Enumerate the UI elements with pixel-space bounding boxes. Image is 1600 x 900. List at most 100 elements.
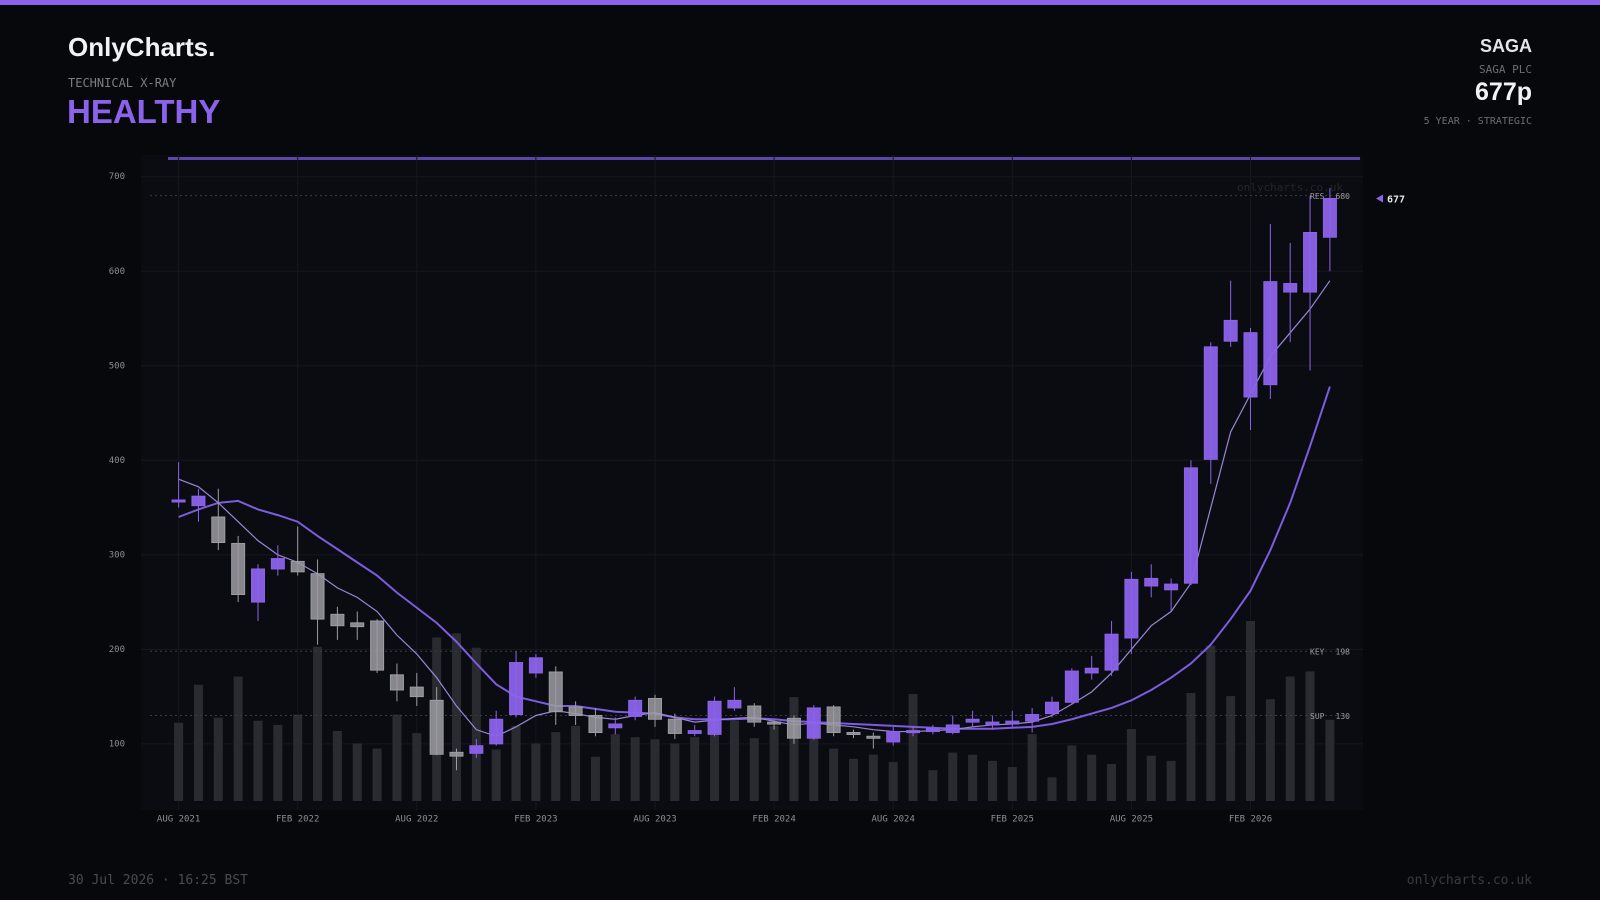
timestamp: 30 Jul 2026 · 16:25 BST bbox=[68, 873, 249, 888]
y-tick-label: 600 bbox=[109, 267, 125, 277]
volume-bar bbox=[908, 694, 918, 801]
x-tick-label: FEB 2023 bbox=[514, 815, 557, 825]
candle-body bbox=[1263, 281, 1278, 386]
candle-body bbox=[409, 686, 424, 698]
x-tick-label: AUG 2024 bbox=[872, 815, 915, 825]
candle-body bbox=[628, 699, 643, 717]
candle-body bbox=[925, 728, 940, 733]
volume-bar bbox=[948, 752, 958, 801]
candle-body bbox=[370, 620, 385, 671]
volume-bar bbox=[888, 761, 898, 801]
volume-bar bbox=[650, 739, 660, 801]
volume-bar bbox=[511, 725, 521, 801]
x-tick-label: AUG 2025 bbox=[1110, 815, 1153, 825]
volume-bar bbox=[1285, 676, 1295, 801]
candle-body bbox=[191, 495, 206, 507]
candle-body bbox=[786, 717, 801, 739]
x-tick-label: AUG 2023 bbox=[633, 815, 676, 825]
candle-body bbox=[648, 697, 662, 720]
top-bar bbox=[0, 0, 1600, 5]
candle-body bbox=[886, 731, 901, 743]
y-tick-label: 400 bbox=[109, 456, 125, 466]
volume-bar bbox=[968, 754, 978, 801]
candle-body bbox=[1045, 701, 1059, 715]
candle-body bbox=[1243, 332, 1258, 398]
level-value: 680 bbox=[1336, 192, 1351, 201]
candle-body bbox=[945, 724, 960, 733]
plot-area bbox=[141, 155, 1363, 810]
candle-body bbox=[985, 721, 1000, 726]
candle-body bbox=[528, 657, 543, 674]
candle-body bbox=[171, 499, 186, 503]
candle-body bbox=[449, 751, 464, 757]
candle-body bbox=[1144, 577, 1159, 587]
candle-body bbox=[330, 613, 345, 627]
candle-body bbox=[1025, 714, 1040, 722]
volume-bar bbox=[412, 733, 422, 801]
candle-body bbox=[1104, 633, 1119, 671]
y-tick-label: 100 bbox=[109, 739, 125, 749]
candle-body bbox=[667, 718, 682, 734]
volume-bar bbox=[630, 737, 640, 801]
volume-bar bbox=[372, 748, 382, 801]
candle-body bbox=[747, 705, 762, 723]
volume-bar bbox=[452, 633, 461, 801]
volume-bar bbox=[1265, 699, 1275, 801]
volume-bar bbox=[174, 722, 184, 801]
candle-body bbox=[1164, 583, 1179, 591]
volume-bar bbox=[551, 732, 561, 801]
price-pointer bbox=[1376, 194, 1383, 203]
volume-bar bbox=[1087, 754, 1097, 801]
candle-body bbox=[231, 542, 246, 596]
candle-body bbox=[806, 707, 821, 739]
candle-body bbox=[906, 730, 921, 734]
x-tick-label: AUG 2021 bbox=[157, 815, 200, 825]
candle-body bbox=[429, 699, 444, 755]
level-value: 198 bbox=[1336, 648, 1351, 657]
volume-bar bbox=[352, 743, 362, 801]
x-tick-label: FEB 2022 bbox=[276, 815, 319, 825]
volume-bar bbox=[233, 676, 243, 801]
volume-bar bbox=[571, 725, 581, 801]
candle-body bbox=[211, 516, 226, 544]
candle-body bbox=[1084, 667, 1099, 674]
volume-bar bbox=[590, 756, 600, 801]
candle-body bbox=[568, 706, 583, 716]
x-tick-label: FEB 2025 bbox=[991, 815, 1034, 825]
volume-bar bbox=[987, 760, 997, 801]
candle-body bbox=[727, 699, 742, 709]
candle-body bbox=[687, 730, 702, 734]
volume-bar bbox=[690, 737, 700, 801]
volume-bar bbox=[610, 734, 620, 801]
volume-bar bbox=[1206, 645, 1216, 801]
volume-bar bbox=[769, 725, 779, 801]
level-label: RES bbox=[1310, 192, 1325, 201]
company: SAGA PLC bbox=[1479, 63, 1532, 76]
volume-bar bbox=[829, 748, 839, 801]
level-label: SUP bbox=[1310, 712, 1325, 721]
volume-bar bbox=[1007, 767, 1017, 801]
accent-strip bbox=[168, 157, 1360, 160]
last-price-label: 677 bbox=[1387, 194, 1405, 205]
x-tick-label: FEB 2024 bbox=[752, 815, 795, 825]
volume-bar bbox=[1226, 696, 1236, 801]
volume-bar bbox=[849, 758, 858, 801]
volume-bar bbox=[1305, 671, 1315, 801]
kicker: TECHNICAL X-RAY bbox=[68, 76, 177, 90]
volume-bar bbox=[1146, 755, 1156, 801]
level-label: KEY bbox=[1310, 648, 1325, 657]
ticker: SAGA bbox=[1479, 36, 1532, 56]
volume-bar bbox=[1067, 745, 1077, 801]
volume-bar bbox=[213, 717, 223, 801]
volume-bar bbox=[491, 749, 501, 801]
candle-body bbox=[1223, 319, 1238, 342]
price: 677p bbox=[1475, 78, 1532, 106]
candle-body bbox=[270, 558, 285, 570]
x-tick-label: AUG 2022 bbox=[395, 815, 438, 825]
candle-body bbox=[1064, 670, 1079, 703]
candle-body bbox=[826, 706, 841, 733]
volume-bar bbox=[1325, 719, 1335, 801]
candle-body bbox=[251, 568, 265, 603]
candle-body bbox=[350, 622, 365, 628]
candle-body bbox=[965, 718, 980, 723]
